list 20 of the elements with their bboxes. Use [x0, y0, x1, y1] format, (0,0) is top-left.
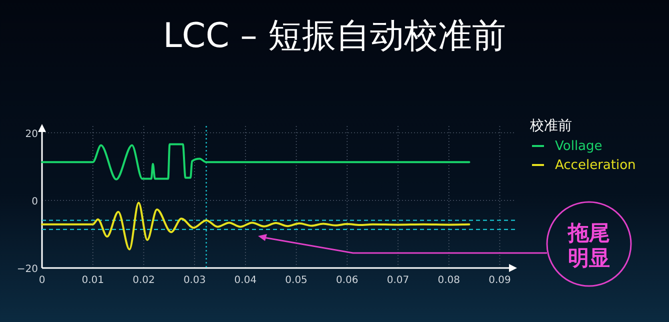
line-series [41, 202, 470, 250]
x-tick-label: 0.02 [132, 275, 155, 286]
x-tick-label: 0.04 [234, 275, 257, 286]
x-tick-label: 0.03 [183, 275, 206, 286]
y-tick-label: 20 [25, 128, 38, 140]
x-tick-label: 0.06 [336, 275, 358, 286]
x-tick-label: 0.01 [82, 275, 104, 286]
y-tick-label: 0 [32, 196, 38, 208]
x-tick-label: 0.08 [438, 275, 460, 286]
legend-label: Acceleration [555, 158, 636, 173]
chart-title: LCC – 短振自动校准前 [162, 16, 506, 56]
legend-label: Vollage [555, 139, 602, 154]
line-series [41, 143, 470, 180]
legend-title: 校准前 [529, 118, 572, 134]
x-tick-label: 0.05 [285, 275, 308, 286]
x-tick-label: 0.07 [386, 275, 410, 286]
y-tick-label: −20 [16, 264, 38, 275]
x-tick-label: 0 [38, 275, 46, 286]
text: 拖尾明显 [567, 221, 610, 270]
x-tick-label: 0.09 [488, 275, 511, 286]
